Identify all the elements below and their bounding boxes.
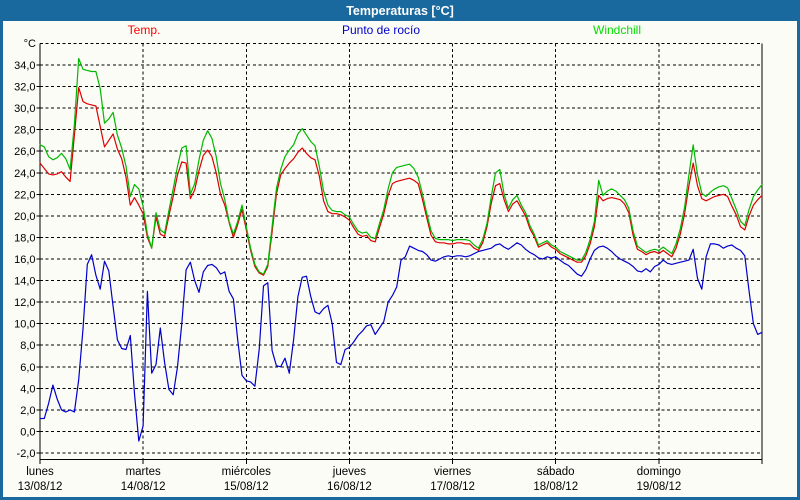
legend-temp-label: Temp. [127, 23, 161, 37]
y-axis-unit-label: °C [23, 38, 36, 50]
window-titlebar: Temperaturas [°C] [0, 0, 800, 21]
legend-windchill-label: Windchill [592, 23, 642, 37]
window-title: Temperaturas [°C] [346, 4, 454, 18]
legend-dewpoint-label: Punto de rocío [341, 23, 421, 37]
chart-body [3, 21, 797, 497]
